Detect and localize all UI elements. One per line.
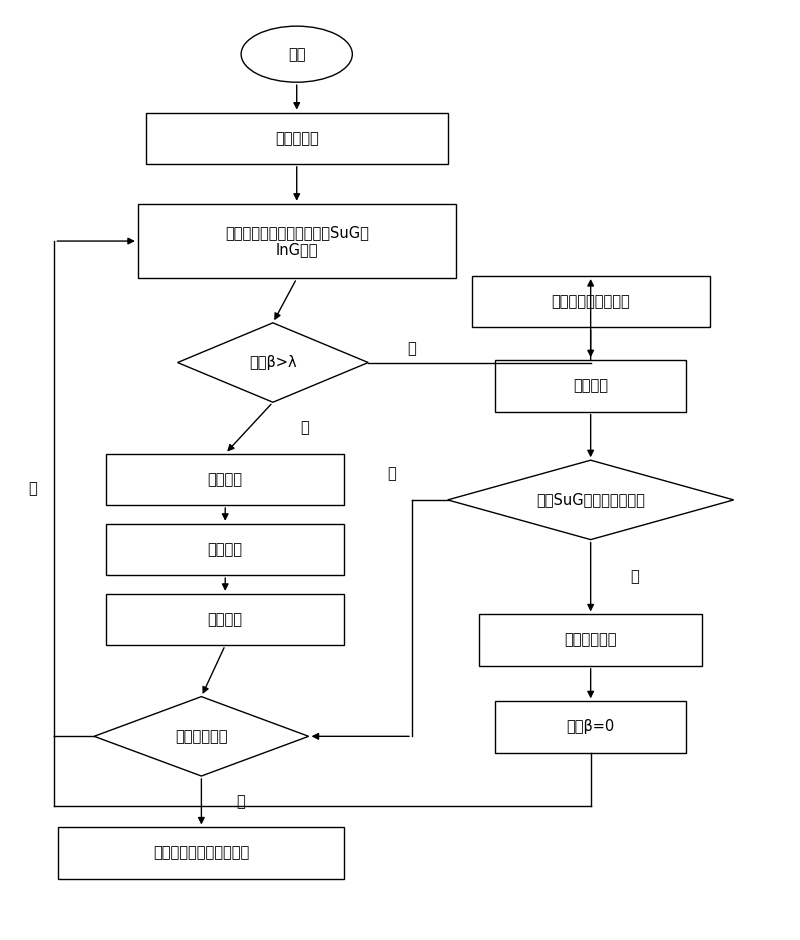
FancyBboxPatch shape [495,701,686,753]
Text: 输出最终种群的最优个体: 输出最终种群的最优个体 [154,846,250,861]
Text: 交叉操作: 交叉操作 [208,472,242,487]
FancyBboxPatch shape [106,454,344,505]
Text: 开始: 开始 [288,47,306,62]
Text: 设置β=0: 设置β=0 [566,719,614,734]
FancyBboxPatch shape [106,594,344,645]
Text: 计算适应度值，将种群分为SuG和
InG两类: 计算适应度值，将种群分为SuG和 InG两类 [225,225,369,258]
FancyBboxPatch shape [58,827,344,879]
FancyBboxPatch shape [106,524,344,575]
FancyBboxPatch shape [471,276,710,327]
Text: 变异操作: 变异操作 [208,542,242,556]
Text: 子代取代父辈: 子代取代父辈 [565,633,617,648]
Ellipse shape [241,26,352,82]
Text: 是: 是 [630,570,638,585]
FancyBboxPatch shape [495,360,686,412]
Text: 如果β>λ: 如果β>λ [249,355,297,370]
Text: 否: 否 [300,420,309,435]
Text: 否: 否 [388,466,397,481]
FancyBboxPatch shape [479,615,702,666]
Polygon shape [94,697,309,776]
Text: 选择重构操作的父体: 选择重构操作的父体 [551,294,630,309]
Text: 满足终止准则: 满足终止准则 [175,728,228,744]
Text: 所有SuG中个体均已重构: 所有SuG中个体均已重构 [536,493,645,508]
Text: 是: 是 [407,341,416,356]
Polygon shape [178,322,368,402]
Text: 否: 否 [28,481,37,496]
FancyBboxPatch shape [146,113,448,164]
Text: 初始化种群: 初始化种群 [275,131,318,146]
FancyBboxPatch shape [138,204,456,278]
Text: 选择操作: 选择操作 [208,612,242,627]
Polygon shape [448,461,734,540]
Text: 重构操作: 重构操作 [573,379,608,394]
Text: 是: 是 [237,794,246,809]
